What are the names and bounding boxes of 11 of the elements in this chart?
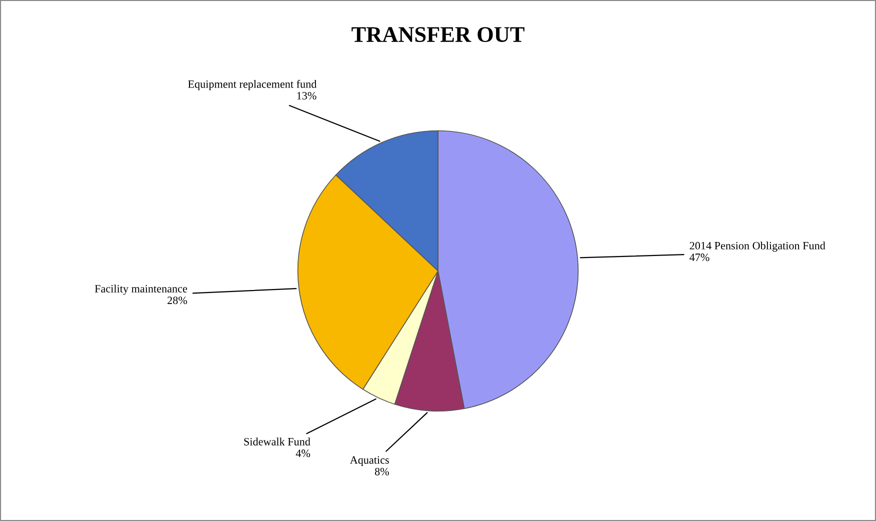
data-label: 28% [168,296,188,304]
data-label: 8% [374,468,389,476]
chart-title: TRANSFER OUT [352,27,524,42]
data-label: 4% [296,450,310,458]
slice-label: Aquatics [350,456,389,466]
data-label: 13% [297,92,316,100]
slice-label: Equipment replacement fund [188,80,317,90]
slice-label: Sidewalk Fund [244,438,310,446]
slice-label: 2014 Pension Obligation Fund [690,242,826,252]
data-label: 47% [690,254,710,262]
slice-label: Facility maintenance [94,284,188,295]
